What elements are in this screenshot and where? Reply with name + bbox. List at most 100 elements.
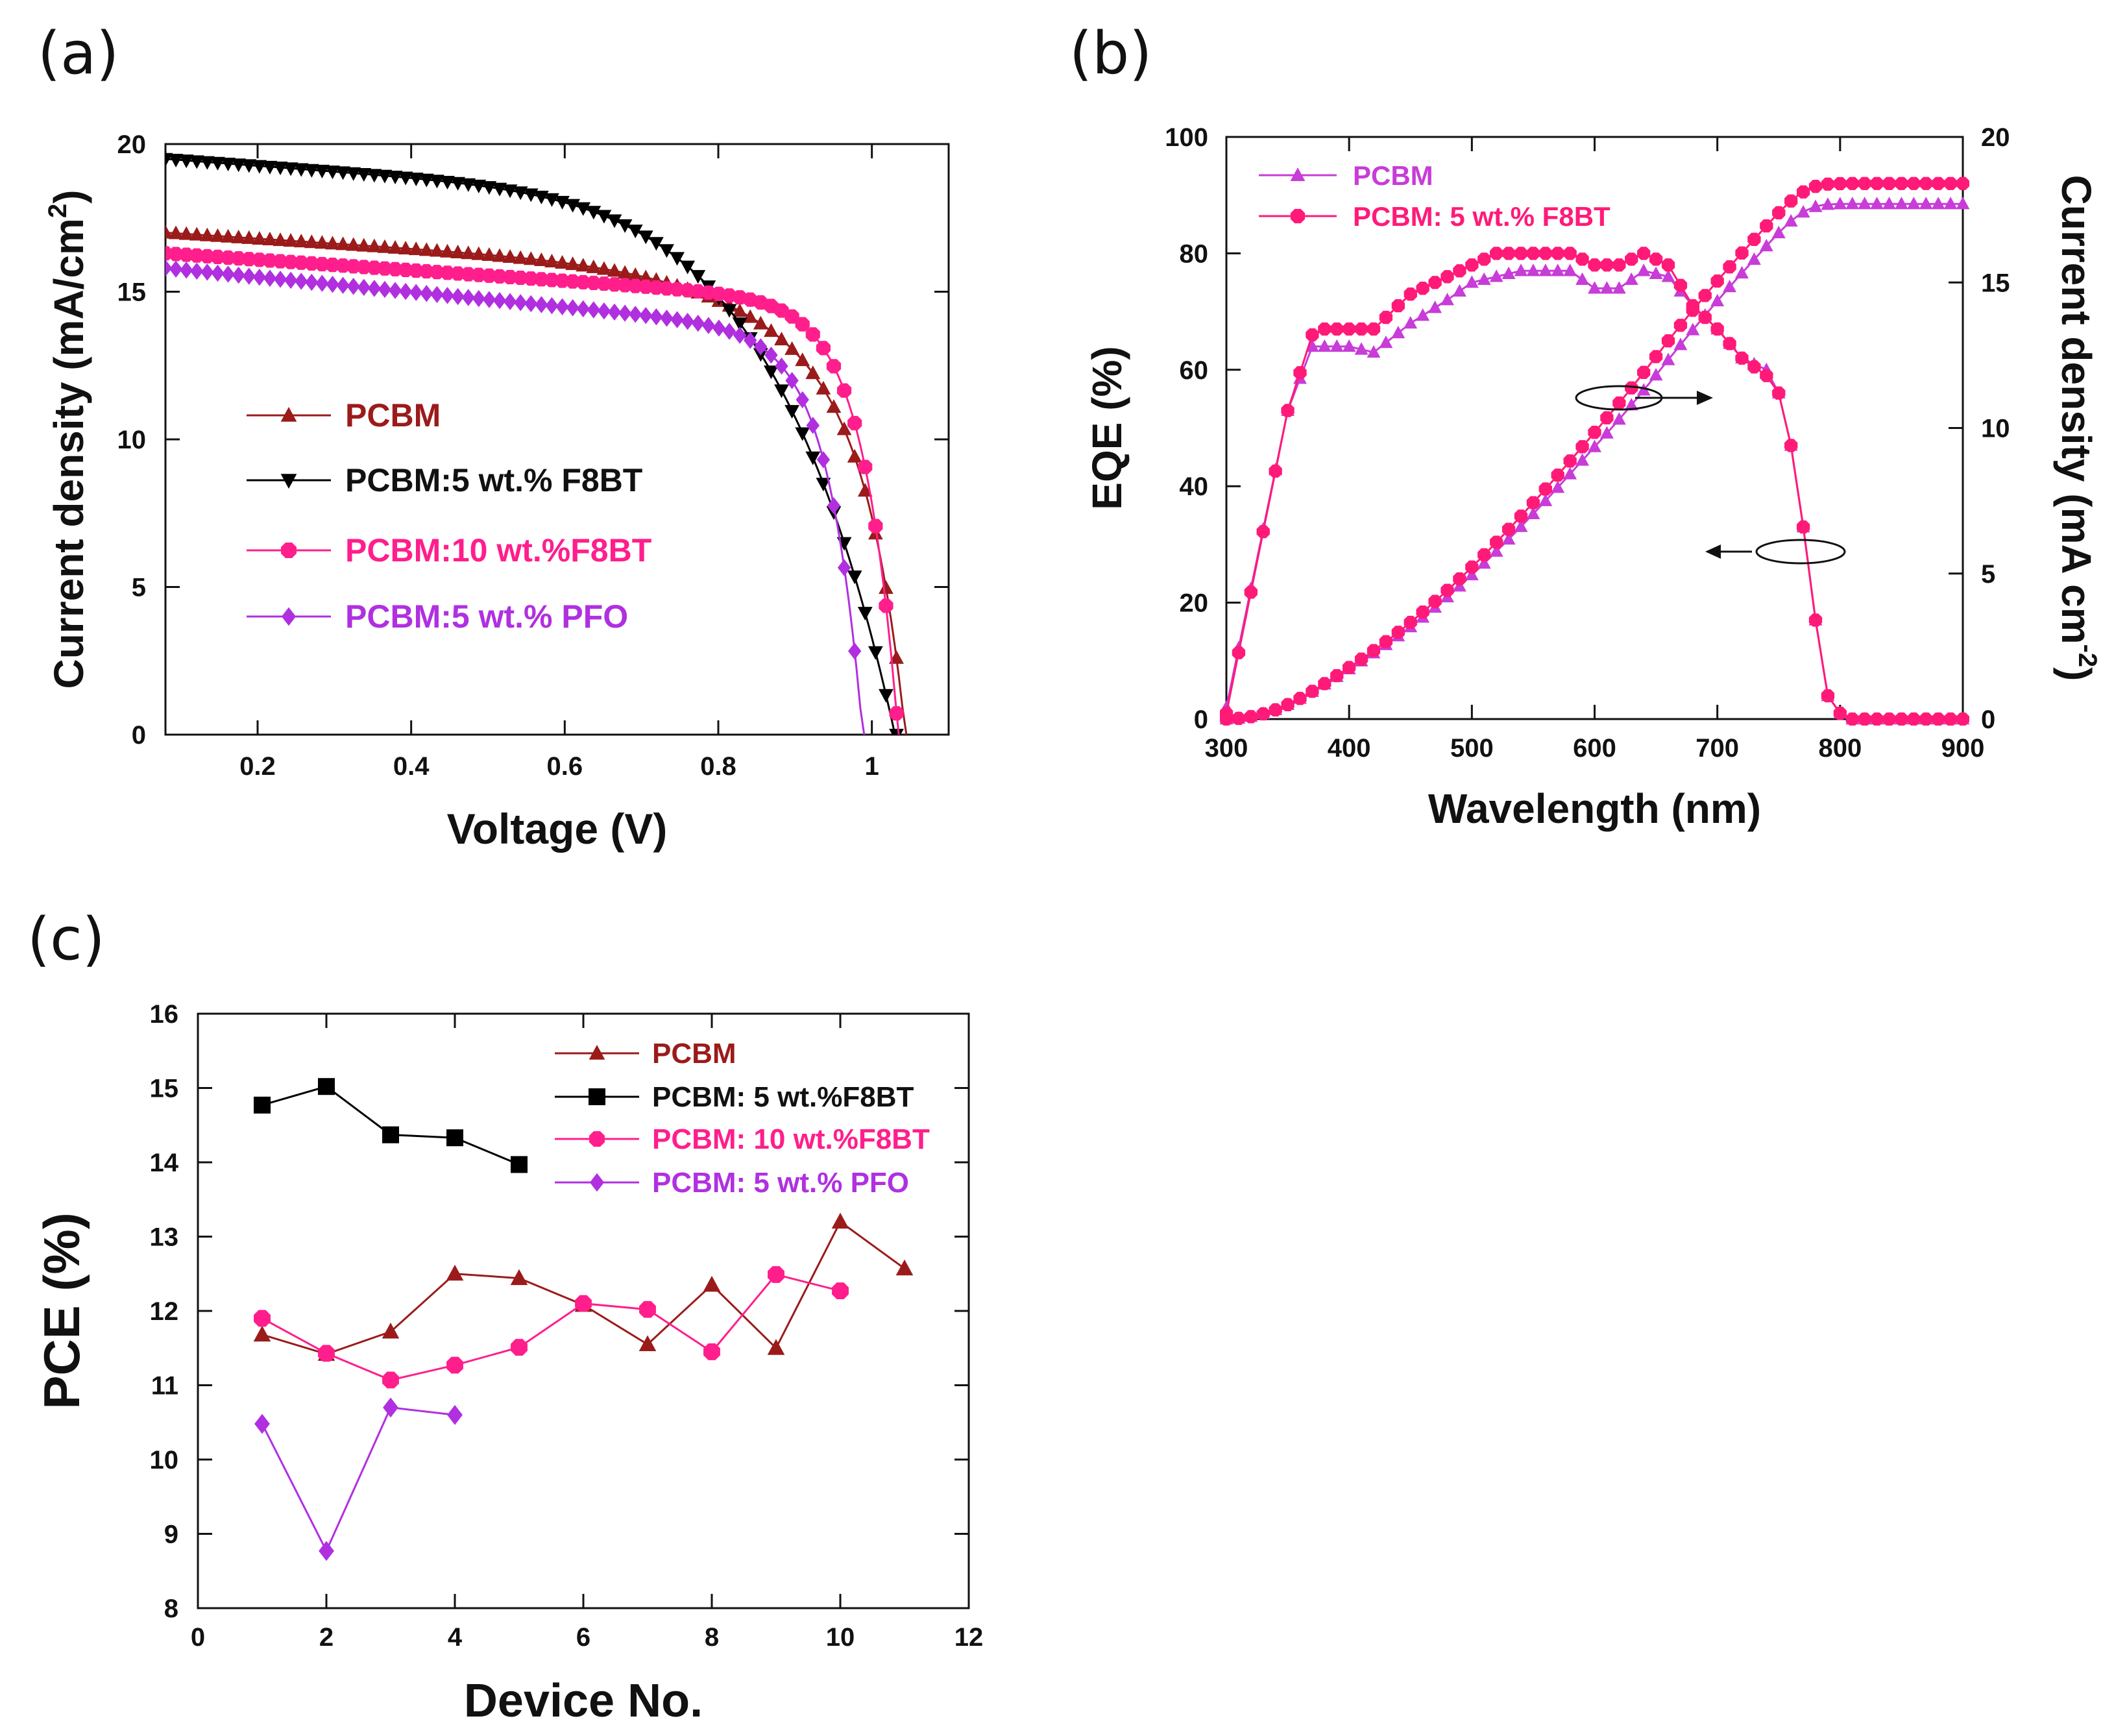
jsc-point-pcbm [1526, 506, 1540, 520]
data-point-pcbm-5-wt-pfo [535, 296, 548, 313]
jsc-point-pcbm-5-wt-f8bt [1367, 644, 1381, 657]
jsc-point-pcbm-5-wt-f8bt [1232, 711, 1246, 726]
y-axis-label-end: ) [45, 189, 92, 203]
jsc-point-pcbm-5-wt-f8bt [1318, 677, 1331, 691]
jsc-point-pcbm-5-wt-f8bt [1501, 522, 1516, 536]
data-point-pcbm-5-wt-f8bt [367, 169, 382, 183]
jsc-point-pcbm [1514, 519, 1528, 532]
data-point-pcbm [764, 323, 779, 337]
data-point-pcbm [826, 399, 842, 413]
eqe-point-pcbm [1440, 293, 1454, 306]
data-point-pcbm [586, 259, 602, 273]
eqe-point-pcbm-5-wt-f8bt [1538, 247, 1552, 260]
data-point-pcbm-5-wt-f8bt [857, 607, 873, 621]
data-point-pcbm [895, 1259, 914, 1276]
data-point-pcbm-5-wt-pfo [639, 307, 653, 324]
y2-axis-label-text: Current density (mA cm [2053, 175, 2100, 644]
eqe-point-pcbm [1379, 335, 1393, 348]
jsc-point-pcbm [1919, 197, 1933, 210]
data-point-pcbm-5-wt-f8bt [492, 182, 507, 197]
series-line-pcbm-5-wt-pfo [261, 1406, 456, 1554]
data-point-pcbm-5-wt-pfo [576, 300, 590, 318]
jsc-point-pcbm-5-wt-f8bt [1281, 698, 1294, 711]
legend-marker-pcbm-5-wt-pfo [281, 607, 297, 626]
eqe-point-pcbm-5-wt-f8bt [1465, 258, 1479, 272]
data-point-pcbm-5-wt-pfo [754, 338, 768, 356]
data-point-pcbm [440, 243, 455, 258]
data-point-pcbm-10-wt-f8bt [889, 706, 904, 721]
data-point-pcbm-5-wt-pfo [847, 642, 862, 660]
jsc-point-pcbm-5-wt-f8bt [1343, 661, 1356, 674]
eqe-point-pcbm-5-wt-f8bt [1244, 585, 1258, 599]
jsc-point-pcbm [1845, 197, 1860, 210]
data-point-pcbm-5-wt-pfo [346, 278, 360, 295]
data-point-pcbm [816, 380, 831, 395]
eqe-point-pcbm [1624, 272, 1638, 286]
jsc-point-pcbm-5-wt-f8bt [1600, 411, 1614, 424]
jsc-point-pcbm [1747, 252, 1761, 265]
jsc-point-pcbm-5-wt-f8bt [1440, 583, 1454, 597]
y-tick-label: 8 [164, 1595, 178, 1623]
data-point-pcbm-5-wt-pfo [545, 297, 559, 315]
x-tick-label: 400 [1328, 734, 1371, 763]
x-tick-label: 900 [1941, 734, 1985, 763]
x-tick-label: 10 [826, 1623, 855, 1652]
jsc-point-pcbm-5-wt-f8bt [1220, 712, 1234, 726]
data-point-pcbm-5-wt-f8bt [189, 155, 204, 169]
data-point-pcbm [742, 309, 758, 323]
jsc-point-pcbm-5-wt-f8bt [1870, 177, 1884, 190]
data-point-pcbm-5-wt-f8bt [377, 169, 393, 184]
data-point-pcbm-5-wt-pfo [597, 302, 611, 320]
legend-label-pcbm-5-wt-f8bt: PCBM: 5 wt.% F8BT [1353, 201, 1610, 232]
eqe-line-pcbm [1225, 269, 1963, 720]
y2-tick-label: 0 [1981, 705, 1995, 734]
jsc-point-pcbm [1465, 567, 1479, 581]
data-point-pcbm-5-wt-pfo [211, 264, 225, 282]
eqe-point-pcbm-5-wt-f8bt [1428, 276, 1442, 289]
eqe-point-pcbm-5-wt-f8bt [1612, 258, 1626, 272]
data-point-pcbm-5-wt-f8bt [283, 162, 298, 177]
data-point-pcbm-5-wt-pfo [179, 262, 193, 279]
legend-marker-pcbm-5-wt-f8bt [589, 1088, 605, 1105]
eqe-point-pcbm [1588, 281, 1601, 294]
legend-label-pcbm: PCBM [652, 1038, 736, 1070]
jsc-point-pcbm-5-wt-f8bt [1391, 626, 1405, 639]
data-point-pcbm [387, 239, 403, 254]
data-point-pcbm-5-wt-f8bt [596, 210, 612, 224]
legend-label-pcbm: PCBM [1353, 160, 1433, 191]
data-point-pcbm-5-wt-pfo [305, 273, 319, 291]
jsc-point-pcbm-5-wt-f8bt [1588, 426, 1601, 439]
jsc-point-pcbm-5-wt-f8bt [1932, 177, 1945, 190]
jsc-point-pcbm [1956, 197, 1969, 210]
data-point-pcbm-5-wt-f8bt [304, 164, 319, 178]
jsc-point-pcbm-5-wt-f8bt [1808, 179, 1823, 193]
legend-marker-pcbm [280, 407, 297, 422]
data-point-pcbm [253, 1325, 271, 1342]
data-point-pcbm-5-wt-f8bt [576, 202, 591, 216]
jsc-point-pcbm [1796, 205, 1810, 218]
data-point-pcbm-5-wt-pfo [796, 391, 809, 409]
eqe-point-pcbm-5-wt-f8bt [1232, 646, 1246, 659]
data-point-pcbm [555, 254, 570, 269]
eqe-point-pcbm-5-wt-f8bt [1956, 712, 1969, 726]
jsc-point-pcbm-5-wt-f8bt [1760, 219, 1773, 233]
series-line-pcbm-5-wt-pfo [165, 267, 866, 735]
data-point-pcbm [210, 228, 225, 242]
jsc-point-pcbm-5-wt-f8bt [1723, 260, 1736, 274]
data-point-pcbm-5-wt-f8bt [889, 729, 904, 735]
data-point-pcbm-5-wt-pfo [670, 311, 684, 328]
jsc-point-pcbm [1833, 197, 1847, 210]
jsc-point-pcbm [1931, 197, 1945, 210]
y-tick-label: 40 [1180, 472, 1209, 501]
data-point-pcbm-5-wt-pfo [357, 278, 371, 297]
data-point-pcbm-5-wt-f8bt [680, 260, 696, 275]
series-line-pcbm [261, 1220, 905, 1355]
data-point-pcbm [430, 243, 444, 257]
y2-axis-label-end: ) [2053, 667, 2100, 681]
y2-axis-label: Current density (mA cm-2) [2053, 175, 2102, 681]
data-point-pcbm [607, 263, 622, 277]
data-point-pcbm-5-wt-f8bt [446, 1129, 463, 1147]
jsc-point-pcbm-5-wt-f8bt [1612, 396, 1626, 410]
legend-marker-pcbm-5-wt-f8bt [280, 474, 297, 489]
y-tick-label: 9 [164, 1521, 178, 1549]
